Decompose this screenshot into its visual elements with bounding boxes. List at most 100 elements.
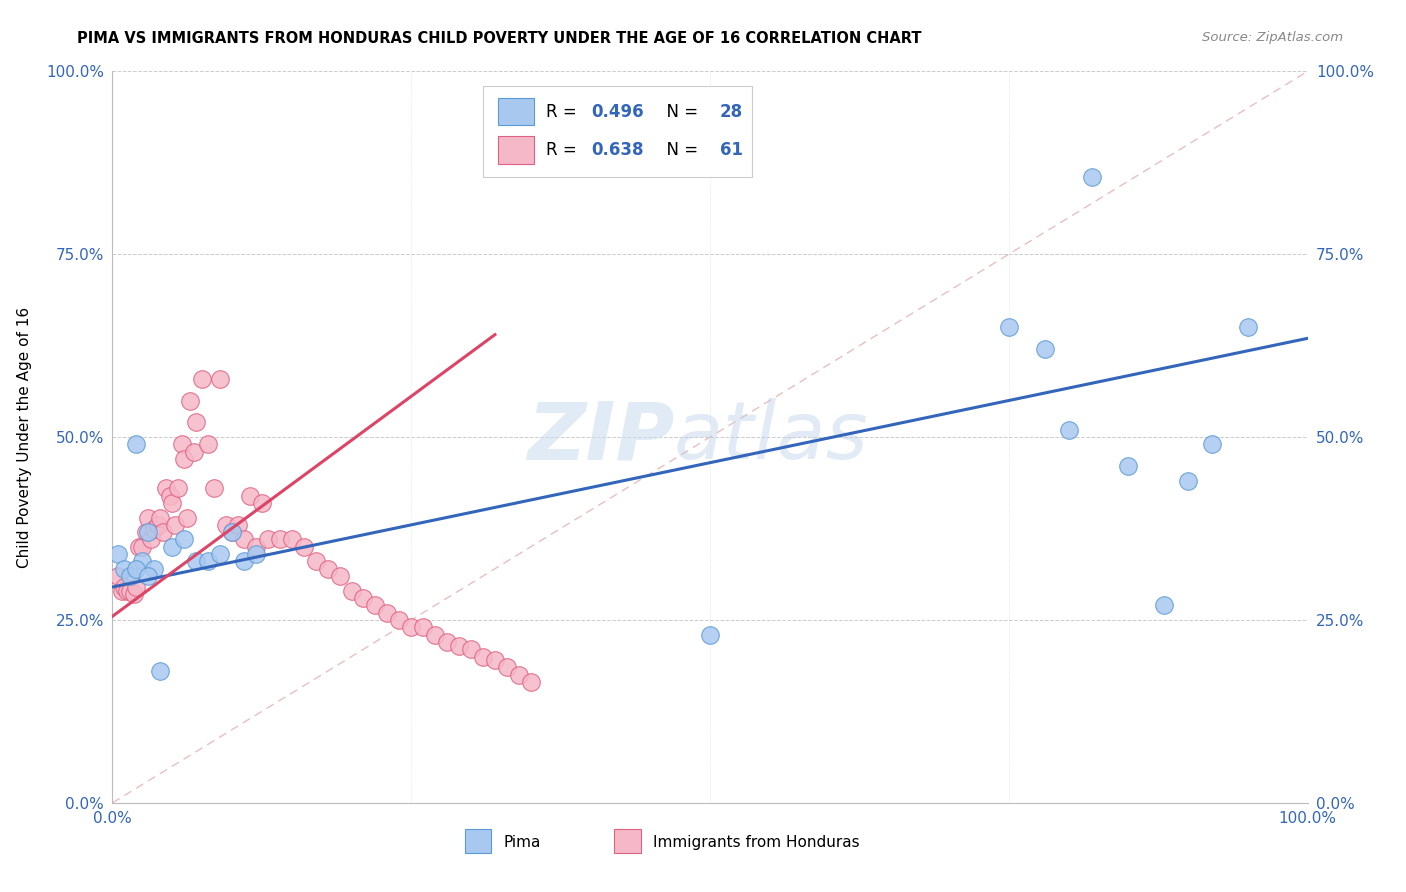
- Point: [221, 525, 243, 540]
- Point: [209, 371, 232, 385]
- Point: [245, 540, 267, 554]
- Point: [191, 371, 214, 385]
- Point: [520, 675, 543, 690]
- Point: [1237, 320, 1260, 334]
- Y-axis label: Child Poverty Under the Age of 16: Child Poverty Under the Age of 16: [17, 307, 32, 567]
- Point: [173, 452, 195, 467]
- Text: 61: 61: [720, 141, 742, 159]
- Text: 0.496: 0.496: [592, 103, 644, 120]
- Point: [138, 525, 160, 540]
- Point: [436, 635, 458, 649]
- Point: [159, 489, 181, 503]
- Point: [226, 517, 249, 532]
- Point: [125, 437, 148, 451]
- Text: N =: N =: [657, 103, 703, 120]
- Point: [340, 583, 363, 598]
- Point: [1118, 459, 1140, 474]
- Point: [170, 437, 193, 451]
- Point: [412, 620, 434, 634]
- Point: [138, 510, 160, 524]
- Point: [186, 416, 208, 430]
- Point: [155, 481, 177, 495]
- Point: [447, 639, 470, 653]
- Point: [281, 533, 304, 547]
- Point: [122, 587, 145, 601]
- Point: [209, 547, 232, 561]
- Point: [139, 533, 162, 547]
- Point: [131, 554, 153, 568]
- Point: [329, 569, 352, 583]
- Point: [460, 642, 482, 657]
- Text: 28: 28: [720, 103, 742, 120]
- Text: ZIP: ZIP: [527, 398, 675, 476]
- Point: [149, 664, 172, 678]
- FancyBboxPatch shape: [614, 830, 641, 853]
- Point: [135, 525, 157, 540]
- Text: Immigrants from Honduras: Immigrants from Honduras: [652, 835, 859, 850]
- Point: [269, 533, 291, 547]
- Text: atlas: atlas: [675, 398, 869, 476]
- Text: R =: R =: [547, 103, 582, 120]
- Point: [364, 599, 387, 613]
- Point: [305, 554, 328, 568]
- Point: [138, 569, 160, 583]
- Point: [1201, 437, 1223, 451]
- Point: [1033, 343, 1056, 357]
- Point: [176, 510, 198, 524]
- Point: [292, 540, 315, 554]
- Point: [173, 533, 195, 547]
- Point: [149, 510, 172, 524]
- Point: [233, 554, 256, 568]
- Point: [316, 562, 339, 576]
- Point: [162, 496, 183, 510]
- Point: [998, 320, 1021, 334]
- Point: [125, 580, 148, 594]
- Point: [250, 496, 273, 510]
- Point: [163, 517, 186, 532]
- Point: [352, 591, 374, 605]
- Point: [107, 569, 129, 583]
- Point: [377, 606, 399, 620]
- Point: [1057, 423, 1080, 437]
- Text: Source: ZipAtlas.com: Source: ZipAtlas.com: [1202, 31, 1343, 45]
- Point: [179, 393, 201, 408]
- Point: [245, 547, 267, 561]
- Point: [120, 569, 142, 583]
- Point: [221, 525, 243, 540]
- Point: [146, 517, 169, 532]
- Point: [401, 620, 423, 634]
- Point: [239, 489, 262, 503]
- Point: [197, 437, 219, 451]
- Point: [508, 667, 530, 681]
- FancyBboxPatch shape: [499, 136, 534, 163]
- Point: [152, 525, 174, 540]
- Point: [143, 521, 166, 535]
- Point: [183, 444, 205, 458]
- Point: [111, 583, 134, 598]
- FancyBboxPatch shape: [499, 98, 534, 126]
- Point: [114, 580, 135, 594]
- Point: [1153, 599, 1175, 613]
- Text: 0.638: 0.638: [592, 141, 644, 159]
- Text: PIMA VS IMMIGRANTS FROM HONDURAS CHILD POVERTY UNDER THE AGE OF 16 CORRELATION C: PIMA VS IMMIGRANTS FROM HONDURAS CHILD P…: [77, 31, 922, 46]
- FancyBboxPatch shape: [484, 86, 752, 178]
- Point: [197, 554, 219, 568]
- Point: [186, 554, 208, 568]
- Point: [257, 533, 280, 547]
- FancyBboxPatch shape: [465, 830, 491, 853]
- Point: [388, 613, 411, 627]
- Point: [120, 583, 142, 598]
- Point: [162, 540, 183, 554]
- Point: [128, 540, 150, 554]
- Text: R =: R =: [547, 141, 582, 159]
- Point: [472, 649, 495, 664]
- Point: [233, 533, 256, 547]
- Point: [202, 481, 225, 495]
- Point: [167, 481, 190, 495]
- Point: [699, 627, 721, 641]
- Text: N =: N =: [657, 141, 703, 159]
- Point: [484, 653, 506, 667]
- Point: [1177, 474, 1199, 488]
- Text: Pima: Pima: [503, 835, 541, 850]
- Point: [496, 660, 519, 674]
